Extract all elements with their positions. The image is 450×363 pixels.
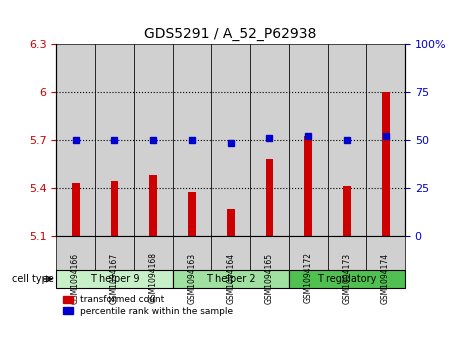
Bar xyxy=(172,44,211,236)
Text: GSM1094172: GSM1094172 xyxy=(304,253,313,303)
Bar xyxy=(211,44,250,236)
FancyBboxPatch shape xyxy=(289,270,405,288)
Bar xyxy=(266,159,273,236)
FancyBboxPatch shape xyxy=(172,270,289,288)
Bar xyxy=(366,44,405,236)
FancyBboxPatch shape xyxy=(289,236,328,270)
Text: T regulatory: T regulatory xyxy=(317,274,377,284)
FancyBboxPatch shape xyxy=(95,236,134,270)
Bar xyxy=(95,44,134,236)
Text: T helper 2: T helper 2 xyxy=(206,274,256,284)
Bar xyxy=(188,192,196,236)
Legend: transformed count, percentile rank within the sample: transformed count, percentile rank withi… xyxy=(61,293,235,319)
FancyBboxPatch shape xyxy=(366,236,405,270)
Bar xyxy=(111,181,118,236)
FancyBboxPatch shape xyxy=(250,236,289,270)
Text: cell type: cell type xyxy=(13,274,54,284)
Text: GSM1094165: GSM1094165 xyxy=(265,253,274,303)
Title: GDS5291 / A_52_P62938: GDS5291 / A_52_P62938 xyxy=(144,27,317,41)
Text: GSM1094173: GSM1094173 xyxy=(342,253,351,303)
Bar xyxy=(250,44,289,236)
Bar xyxy=(328,44,366,236)
Bar xyxy=(56,44,95,236)
Bar xyxy=(304,136,312,236)
FancyBboxPatch shape xyxy=(172,236,211,270)
Bar xyxy=(382,91,390,236)
Text: GSM1094167: GSM1094167 xyxy=(110,253,119,303)
FancyBboxPatch shape xyxy=(328,236,366,270)
Text: GSM1094174: GSM1094174 xyxy=(381,253,390,303)
Text: GSM1094163: GSM1094163 xyxy=(187,253,196,303)
Text: GSM1094166: GSM1094166 xyxy=(71,253,80,303)
Bar xyxy=(134,44,172,236)
FancyBboxPatch shape xyxy=(134,236,172,270)
Bar xyxy=(343,186,351,236)
Text: T helper 9: T helper 9 xyxy=(90,274,139,284)
FancyBboxPatch shape xyxy=(56,270,172,288)
FancyBboxPatch shape xyxy=(211,236,250,270)
Bar xyxy=(149,175,157,236)
Bar xyxy=(289,44,328,236)
Text: GSM1094168: GSM1094168 xyxy=(148,253,157,303)
FancyBboxPatch shape xyxy=(56,236,95,270)
Text: GSM1094164: GSM1094164 xyxy=(226,253,235,303)
Bar xyxy=(72,183,80,236)
Bar xyxy=(227,208,234,236)
